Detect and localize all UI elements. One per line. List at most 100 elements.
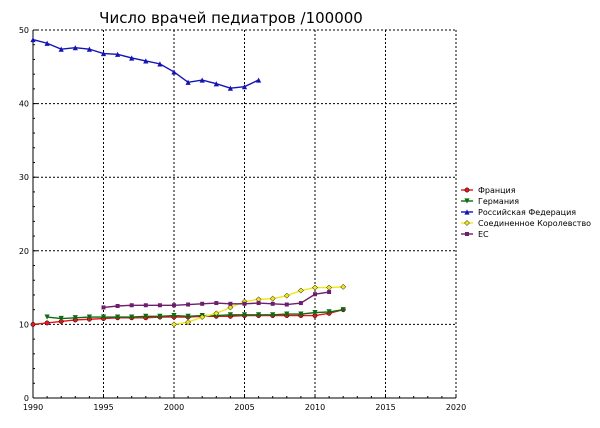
data-point — [270, 312, 276, 318]
data-point — [172, 303, 176, 308]
data-point — [171, 321, 177, 328]
y-tick-label: 10 — [19, 320, 29, 329]
data-point — [298, 301, 303, 306]
legend-item: Франция — [461, 186, 516, 195]
legend-swatch-marker — [465, 232, 469, 236]
data-point — [157, 303, 162, 308]
axes — [32, 29, 457, 399]
y-tick-label: 50 — [19, 26, 29, 35]
data-point — [214, 301, 219, 306]
x-tick-label: 2005 — [234, 403, 254, 412]
series-line — [47, 308, 344, 320]
data-point — [284, 302, 289, 307]
legend-label: ЕС — [478, 230, 489, 239]
data-point — [115, 51, 121, 57]
data-point — [326, 284, 333, 291]
series-2 — [30, 36, 262, 91]
data-point — [241, 84, 248, 90]
data-point — [270, 301, 275, 306]
series-line — [103, 291, 330, 309]
data-point — [143, 303, 148, 308]
data-point — [171, 69, 177, 75]
legend-item: Соединенное Королевство — [461, 219, 591, 228]
data-point — [227, 312, 233, 318]
data-point — [227, 85, 233, 91]
data-point — [44, 320, 50, 326]
legend-label: Германия — [478, 197, 519, 206]
data-point — [284, 311, 290, 317]
data-point — [312, 284, 318, 291]
series-line — [32, 38, 259, 89]
data-point — [58, 315, 64, 322]
series-3 — [171, 283, 347, 328]
data-point — [100, 50, 107, 57]
series-4 — [101, 290, 332, 310]
y-tick-label: 40 — [19, 100, 29, 109]
data-point — [129, 303, 134, 308]
legend-swatch-marker — [464, 220, 470, 226]
data-point — [313, 292, 317, 297]
legend-swatch-marker — [464, 209, 470, 215]
data-point — [297, 287, 304, 294]
x-tick-label: 2015 — [375, 403, 395, 412]
y-tick-label: 20 — [19, 247, 29, 256]
legend-label: Российская Федерация — [478, 208, 576, 217]
legend: Франция Германия Российская Федерация Соеди… — [461, 186, 591, 239]
data-point — [30, 321, 36, 327]
data-point — [129, 55, 135, 61]
data-point — [157, 313, 163, 319]
data-point — [199, 77, 205, 83]
x-tick-label: 2010 — [305, 403, 325, 412]
data-point — [256, 312, 262, 318]
chart-title: Число врачей педиатров /100000 — [99, 9, 363, 27]
data-point — [213, 310, 220, 317]
data-point — [30, 36, 36, 43]
y-tick-label: 0 — [24, 394, 29, 403]
data-point — [129, 314, 135, 320]
grid — [33, 29, 457, 398]
data-point — [298, 311, 304, 317]
data-point — [241, 312, 248, 318]
data-point — [100, 314, 107, 320]
data-point — [72, 45, 78, 51]
data-point — [228, 301, 233, 306]
data-point — [242, 301, 247, 306]
data-point — [227, 304, 234, 311]
x-tick-label: 1990 — [23, 403, 43, 412]
x-tick-label: 2000 — [164, 403, 184, 412]
legend-label: Соединенное Королевство — [478, 219, 591, 228]
data-point — [256, 301, 261, 306]
legend-item: Германия — [461, 197, 519, 206]
y-tick-label: 30 — [19, 173, 29, 182]
data-point — [186, 302, 191, 307]
x-tick-label: 2020 — [446, 403, 466, 412]
data-point — [327, 290, 332, 295]
data-point — [185, 319, 192, 326]
data-point — [199, 314, 206, 320]
data-point — [340, 307, 346, 313]
data-point — [185, 313, 191, 319]
legend-swatch-marker — [464, 187, 470, 193]
legend-label: Франция — [478, 186, 516, 195]
plot-area — [30, 36, 347, 328]
data-point — [213, 81, 219, 87]
x-tick-label: 1995 — [93, 403, 113, 412]
data-point — [115, 314, 121, 320]
data-point — [143, 58, 149, 64]
data-point — [44, 40, 50, 46]
data-point — [44, 314, 50, 320]
series-line — [173, 286, 344, 326]
data-point — [312, 310, 318, 316]
data-point — [157, 61, 163, 67]
data-point — [58, 46, 64, 52]
legend-item: ЕС — [461, 230, 489, 239]
data-point — [283, 292, 290, 299]
data-point — [185, 79, 191, 85]
tick-labels: 1990 1995 2000 2005 2010 2015 2020 0 10 20 30 40 50 — [19, 26, 466, 412]
data-point — [269, 295, 276, 302]
data-point — [86, 314, 92, 320]
data-point — [171, 312, 177, 319]
data-point — [143, 313, 149, 319]
data-point — [101, 305, 106, 310]
